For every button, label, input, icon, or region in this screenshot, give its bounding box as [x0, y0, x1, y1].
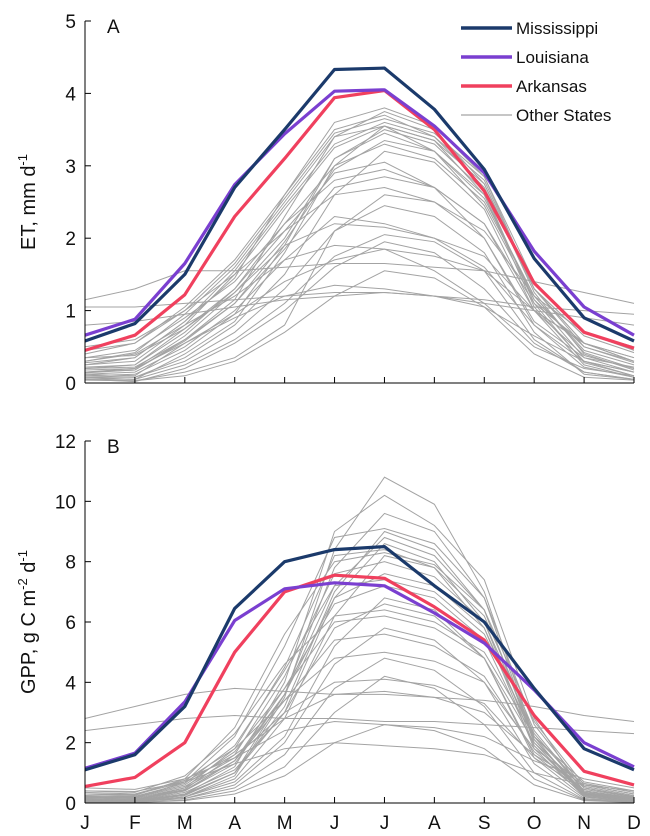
- series-line-louisiana: [84, 88, 635, 337]
- other-state-line: [84, 657, 635, 803]
- other-state-line: [84, 615, 635, 798]
- other-state-line: [84, 248, 635, 377]
- other-state-line: [84, 609, 635, 793]
- other-state-line: [84, 223, 635, 359]
- other-state-line: [84, 633, 635, 800]
- other-state-line: [84, 186, 635, 348]
- other-state-line: [84, 552, 635, 797]
- y-tick-label: 10: [55, 492, 76, 513]
- legend-label: Arkansas: [516, 77, 587, 96]
- other-state-line: [85, 724, 635, 803]
- other-state-line: [84, 678, 635, 799]
- y-tick-label: 6: [65, 613, 76, 634]
- other-state-line: [84, 161, 635, 369]
- y-tick-label: 2: [65, 734, 76, 755]
- other-state-line: [84, 234, 635, 380]
- other-state-line: [84, 714, 635, 735]
- x-tick-label: J: [80, 813, 90, 834]
- y-tick-label: 0: [65, 374, 76, 395]
- other-state-line: [85, 292, 635, 315]
- other-state-line: [84, 742, 635, 793]
- legend: Mississippi Louisiana Arkansas Other States: [461, 19, 611, 125]
- x-tick-label: J: [380, 813, 390, 834]
- panel-letter: B: [107, 437, 120, 458]
- legend-label: Other States: [516, 106, 611, 125]
- other-state-line: [84, 110, 635, 373]
- other-state-line: [84, 603, 635, 802]
- series-line-louisiana: [84, 581, 635, 770]
- x-tick-label: M: [277, 813, 293, 834]
- series-line-arkansas: [84, 88, 635, 352]
- other-state-line: [84, 543, 635, 802]
- panel-b-gpp-chart: 0 2 4 6 8 10 12 B GPP, g C m-2 d-1: [15, 432, 635, 815]
- series-line-mississippi: [84, 66, 635, 343]
- x-tick-label: O: [527, 813, 542, 834]
- other-state-line: [84, 561, 635, 800]
- y-tick-label: 1: [65, 302, 76, 323]
- x-tick-label: N: [577, 813, 591, 834]
- panel-a-et-chart: 0 1 2 3 4 5 A ET, mm d-1: [15, 12, 635, 395]
- other-state-line: [84, 125, 635, 366]
- y-tick-label: 5: [65, 12, 76, 33]
- other-states-lines: [84, 107, 635, 383]
- other-state-line: [84, 579, 635, 797]
- y-axis-title: ET, mm d-1: [15, 154, 40, 250]
- other-state-line: [84, 129, 635, 377]
- other-state-line: [84, 150, 635, 378]
- other-state-line: [85, 194, 635, 378]
- x-tick-label: F: [129, 813, 141, 834]
- y-tick-label: 3: [65, 157, 76, 178]
- other-state-line: [84, 284, 635, 373]
- y-tick-label: 12: [55, 432, 76, 453]
- other-state-line: [84, 690, 635, 796]
- x-tick-label: D: [627, 813, 641, 834]
- other-state-line: [84, 270, 635, 382]
- x-tick-label: S: [478, 813, 491, 834]
- panel-letter: A: [107, 17, 120, 38]
- y-tick-label: 4: [65, 673, 76, 694]
- x-tick-label: A: [428, 813, 441, 834]
- other-state-line: [84, 139, 635, 374]
- x-tick-label: M: [177, 813, 193, 834]
- other-state-line: [84, 114, 635, 355]
- other-state-line: [85, 627, 635, 802]
- other-states-lines: [84, 476, 635, 803]
- series-line-mississippi: [84, 544, 635, 772]
- legend-label: Louisiana: [516, 48, 589, 67]
- other-state-line: [84, 675, 635, 803]
- y-tick-label: 2: [65, 229, 76, 250]
- y-axis-title: GPP, g C m-2 d-1: [15, 550, 40, 694]
- legend-label: Mississippi: [516, 19, 598, 38]
- y-tick-label: 4: [65, 84, 76, 105]
- x-tick-label: J: [330, 813, 340, 834]
- other-state-line: [84, 527, 635, 800]
- y-tick-label: 0: [65, 794, 76, 815]
- other-state-line: [84, 215, 635, 375]
- y-tick-label: 8: [65, 553, 76, 574]
- other-state-line: [84, 205, 635, 382]
- other-state-line: [84, 176, 635, 369]
- other-state-line: [84, 241, 635, 383]
- x-tick-label: A: [228, 813, 241, 834]
- other-state-line: [84, 597, 635, 803]
- series-line-arkansas: [84, 573, 635, 788]
